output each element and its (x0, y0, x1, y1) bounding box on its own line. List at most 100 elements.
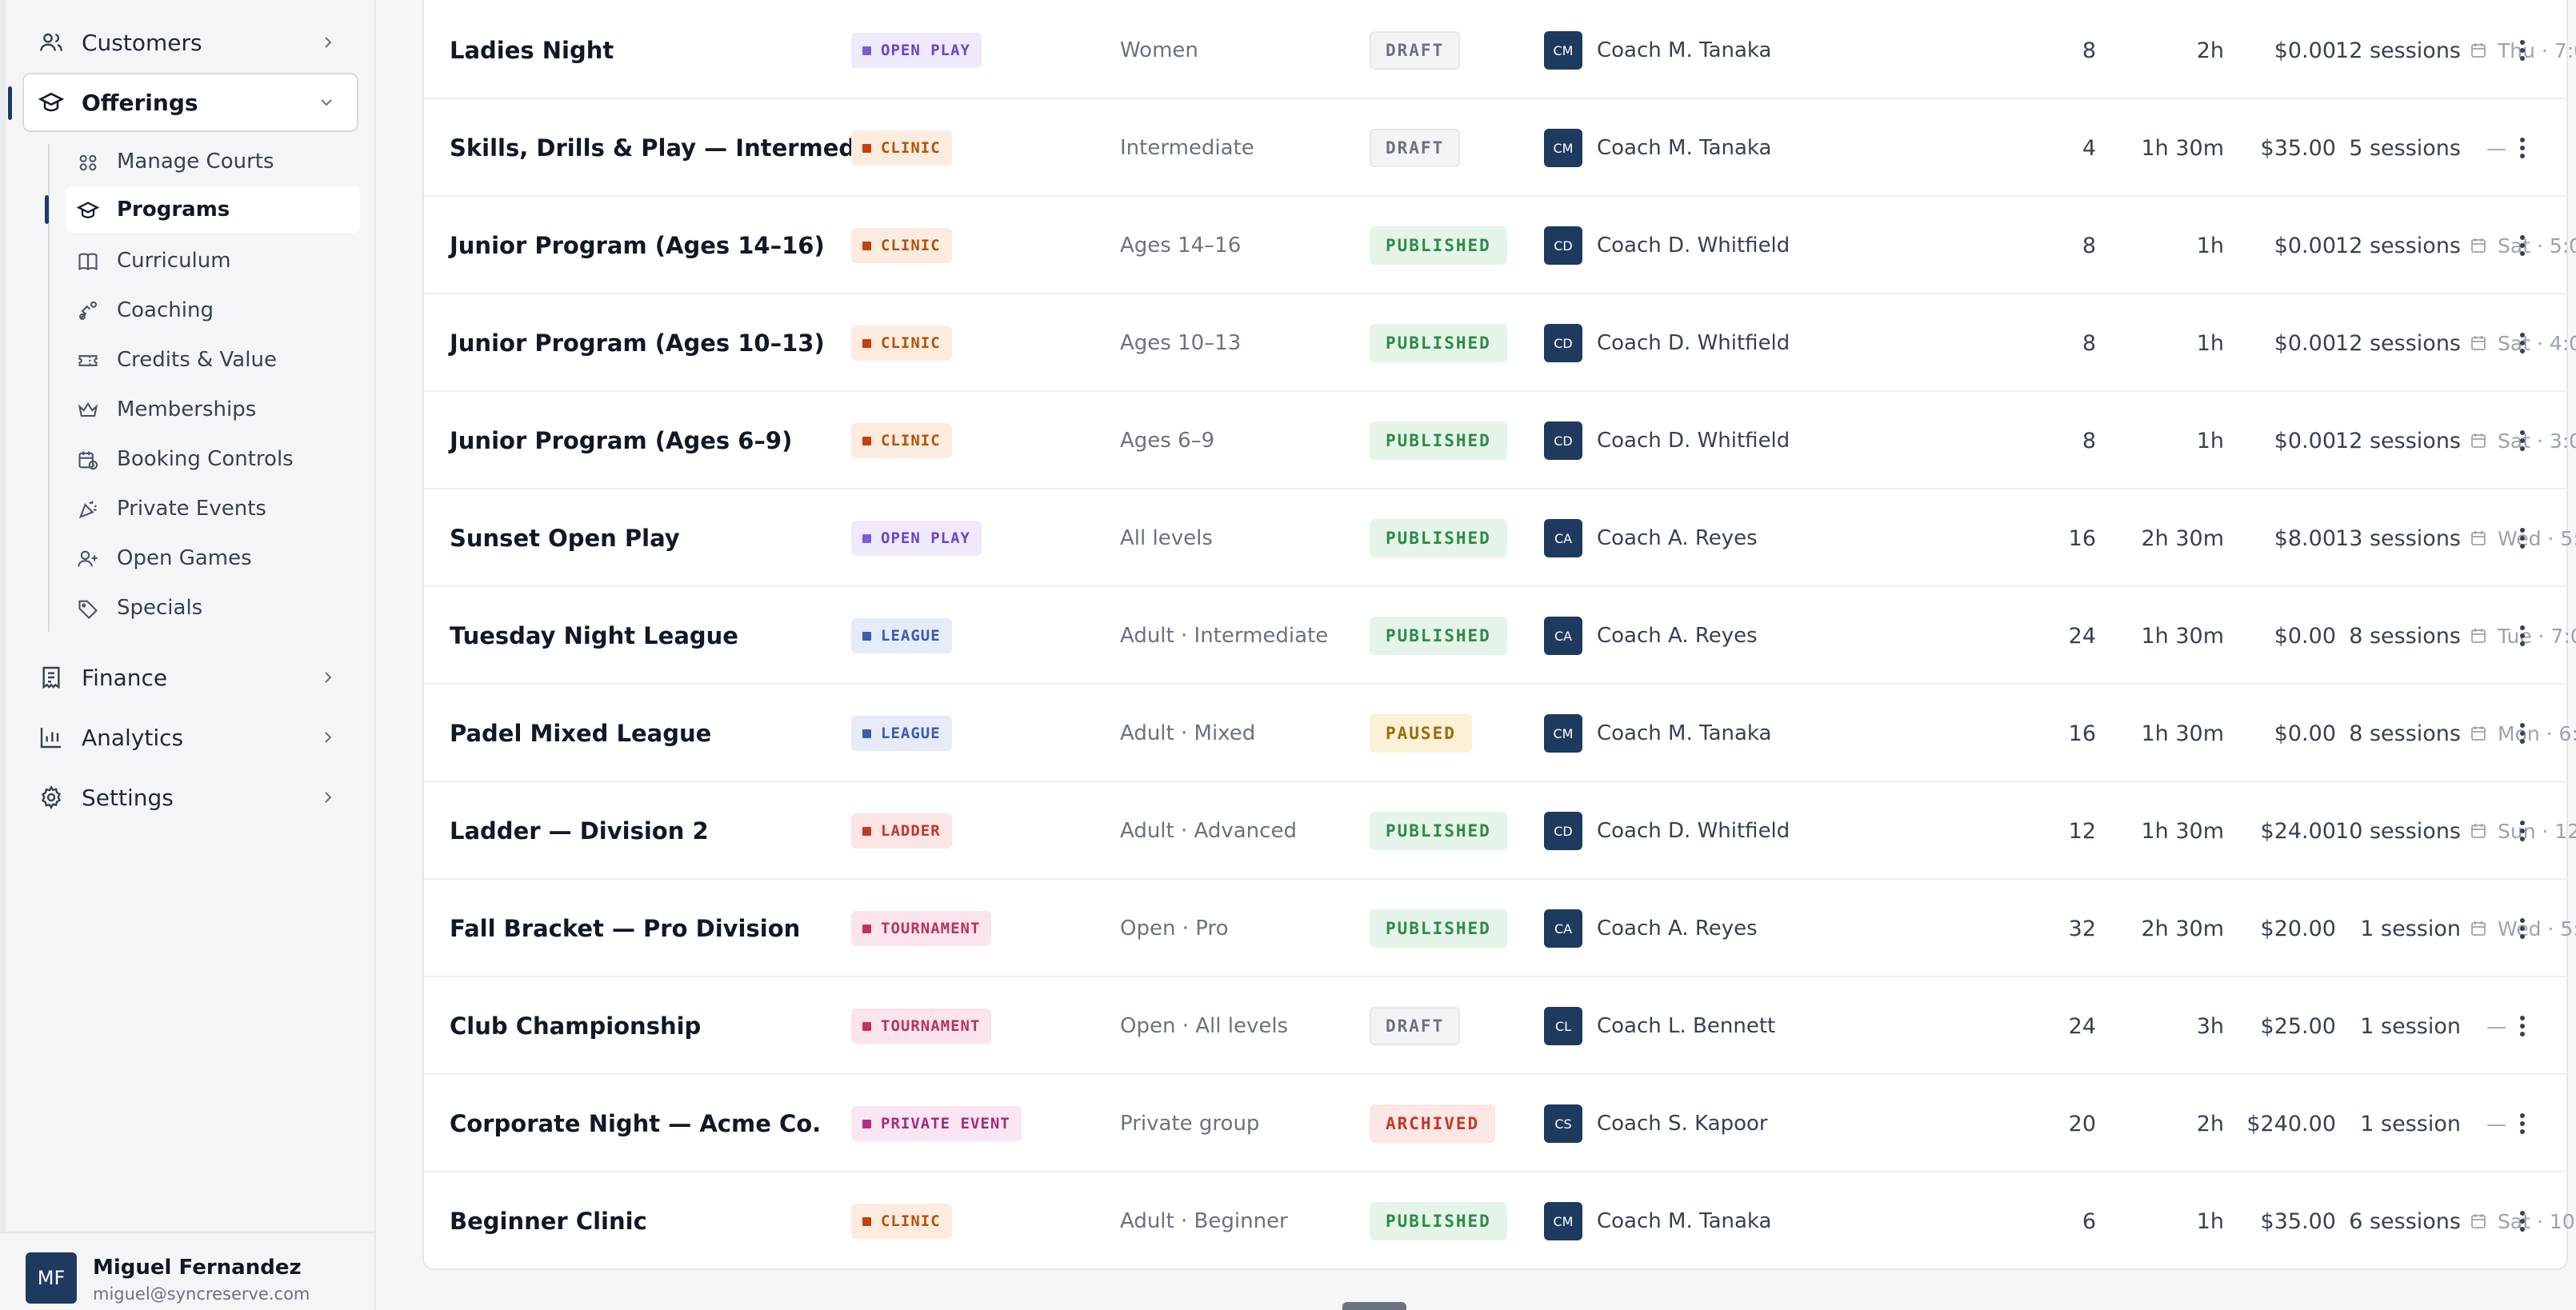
table-row[interactable]: Ladder — Division 2 LADDER Adult · Advance… (424, 782, 2576, 880)
type-badge: TOURNAMENT (851, 911, 992, 946)
schedule-cell: — (2486, 977, 2506, 1075)
row-actions-button[interactable] (2496, 2, 2549, 99)
program-name[interactable]: Skills, Drills & Play — Intermediate (450, 134, 906, 162)
status-cell: DRAFT (1370, 2, 1461, 99)
row-actions-button[interactable] (2496, 977, 2549, 1075)
status-badge: PUBLISHED (1370, 519, 1507, 557)
program-name[interactable]: Junior Program (Ages 6–9) (450, 427, 793, 454)
type-label: PRIVATE EVENT (881, 1115, 1010, 1132)
schedule-cell: Tue · 7:00 PM (2469, 587, 2576, 685)
price-value: $35.00 (2260, 135, 2336, 161)
table-row[interactable]: Ladies Night OPEN PLAY Women DRAFT CM Coach M… (424, 2, 2576, 99)
sidebar-item-finance[interactable]: Finance (22, 648, 358, 707)
coach-name: Coach D. Whitfield (1597, 429, 1790, 453)
table-row[interactable]: Beginner Clinic CLINIC Adult · Beginner PUB… (424, 1172, 2576, 1270)
sidebar-item-specials[interactable]: Specials (66, 585, 360, 631)
user-profile[interactable]: MF Miguel Fernandez miguel@syncreserve.c… (0, 1232, 374, 1310)
sidebar-item-coaching[interactable]: Coaching (66, 287, 360, 333)
program-name[interactable]: Junior Program (Ages 10–13) (450, 329, 825, 357)
status-badge: PUBLISHED (1370, 812, 1507, 850)
gear-icon (41, 785, 62, 810)
row-actions-button[interactable] (2496, 294, 2549, 392)
row-actions-button[interactable] (2496, 197, 2549, 294)
more-vertical-icon (2520, 1211, 2525, 1232)
level-text: Ages 6–9 (1120, 429, 1215, 453)
table-row[interactable]: Junior Program (Ages 14–16) CLINIC Ages 14… (424, 197, 2576, 294)
scrollbar-thumb[interactable] (1342, 1302, 1406, 1310)
coach-name: Coach A. Reyes (1597, 624, 1758, 648)
program-name[interactable]: Fall Bracket — Pro Division (450, 915, 801, 942)
sidebar-item-customers[interactable]: Customers (22, 13, 358, 72)
row-actions-button[interactable] (2496, 99, 2549, 197)
sidebar-item-offerings[interactable]: Offerings (22, 73, 358, 132)
row-actions-button[interactable] (2496, 685, 2549, 782)
sidebar-item-analytics[interactable]: Analytics (22, 708, 358, 767)
row-actions-button[interactable] (2496, 782, 2549, 880)
table-row[interactable]: Junior Program (Ages 6–9) CLINIC Ages 6–9 P… (424, 392, 2576, 489)
type-label: OPEN PLAY (881, 42, 970, 59)
program-name[interactable]: Ladies Night (450, 37, 614, 64)
sidebar-item-open-games[interactable]: Open Games (66, 535, 360, 581)
sidebar-item-settings[interactable]: Settings (22, 768, 358, 827)
row-actions-button[interactable] (2496, 392, 2549, 489)
price-value: $0.00 (2274, 428, 2336, 453)
status-badge: PUBLISHED (1370, 324, 1507, 362)
sidebar-item-programs[interactable]: Programs (66, 186, 360, 233)
capacity-value: 8 (2082, 428, 2096, 453)
sidebar-item-label: Analytics (82, 724, 184, 751)
program-name[interactable]: Tuesday Night League (450, 622, 738, 649)
row-actions-button[interactable] (2496, 587, 2549, 685)
program-name[interactable]: Junior Program (Ages 14–16) (450, 232, 825, 259)
table-row[interactable]: Corporate Night — Acme Co. PRIVATE EVENT P… (424, 1075, 2568, 1172)
sidebar-item-private-events[interactable]: Private Events (66, 485, 360, 532)
table-row[interactable]: Junior Program (Ages 10–13) CLINIC Ages 10… (424, 294, 2576, 392)
type-badge: PRIVATE EVENT (851, 1106, 1022, 1141)
table-row[interactable]: Fall Bracket — Pro Division TOURNAMENT Ope… (424, 880, 2576, 977)
sessions-value: 12 sessions (2335, 428, 2461, 453)
type-cell: CLINIC (851, 1172, 952, 1270)
schedule-text: — (2486, 136, 2506, 160)
row-actions-button[interactable] (2496, 1075, 2549, 1172)
coach-avatar: CD (1544, 812, 1582, 850)
users-icon (40, 33, 62, 51)
sidebar-item-memberships[interactable]: Memberships (66, 386, 360, 433)
table-row[interactable]: Tuesday Night League LEAGUE Adult · Interm… (424, 587, 2576, 685)
coach-cell: CL Coach L. Bennett (1544, 977, 1775, 1075)
capacity-value: 4 (2082, 135, 2096, 161)
schedule-cell: Thu · 7:00 PM (2469, 2, 2576, 99)
duration-value: 1h (2196, 233, 2224, 258)
row-actions-button[interactable] (2496, 1172, 2549, 1270)
sidebar-item-manage-courts[interactable]: Manage Courts (66, 138, 360, 185)
capacity-value: 24 (2068, 1013, 2096, 1039)
type-badge: CLINIC (851, 1204, 952, 1239)
sidebar-item-booking-controls[interactable]: Booking Controls (66, 436, 360, 482)
table-row[interactable]: Club Championship TOURNAMENT Open · All le… (424, 977, 2568, 1075)
program-name[interactable]: Ladder — Division 2 (450, 817, 709, 845)
type-label: CLINIC (881, 1212, 941, 1230)
more-vertical-icon (2520, 333, 2525, 353)
graduation-cap-icon (77, 202, 99, 218)
book-icon (78, 253, 98, 271)
coach-avatar: CL (1544, 1007, 1582, 1045)
table-row[interactable]: Sunset Open Play OPEN PLAY All levels PUBLI… (424, 489, 2576, 587)
coach-cell: CM Coach M. Tanaka (1544, 685, 1771, 782)
sidebar-item-credits-value[interactable]: Credits & Value (66, 337, 360, 383)
table-row[interactable]: Skills, Drills & Play — Intermediate CLIN… (424, 99, 2568, 197)
status-badge: PAUSED (1370, 714, 1472, 753)
price-value: $0.00 (2274, 233, 2336, 258)
table-row[interactable]: Padel Mixed League LEAGUE Adult · Mixed PAU… (424, 685, 2576, 782)
program-name[interactable]: Corporate Night — Acme Co. (450, 1110, 822, 1137)
program-name[interactable]: Padel Mixed League (450, 720, 712, 747)
row-actions-button[interactable] (2496, 880, 2549, 977)
level-text: All levels (1120, 526, 1213, 550)
schedule-cell: — (2486, 1075, 2506, 1172)
row-actions-button[interactable] (2496, 489, 2549, 587)
program-name[interactable]: Club Championship (450, 1012, 702, 1040)
more-vertical-icon (2520, 138, 2525, 158)
user-name: Miguel Fernandez (93, 1256, 302, 1280)
sidebar-item-curriculum[interactable]: Curriculum (66, 238, 360, 284)
more-vertical-icon (2520, 1113, 2525, 1134)
program-name[interactable]: Beginner Clinic (450, 1208, 647, 1235)
program-name[interactable]: Sunset Open Play (450, 525, 680, 552)
capacity-value: 8 (2082, 330, 2096, 356)
